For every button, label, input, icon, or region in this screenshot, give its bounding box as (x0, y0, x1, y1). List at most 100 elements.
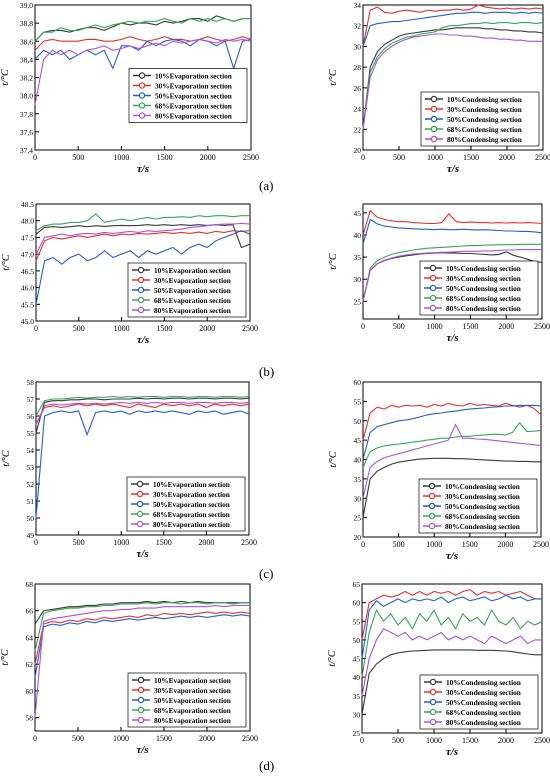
series-line-5 (35, 222, 251, 255)
series-line-4 (35, 213, 250, 232)
series-line-3 (34, 38, 252, 71)
y-tick-label: 40 (354, 456, 362, 465)
x-tick-label: 1500 (156, 538, 172, 547)
y-tick-label: 65 (353, 580, 361, 589)
y-tick-label: 37,4 (20, 146, 33, 155)
y-tick-label: 62 (26, 660, 34, 669)
legend-marker (429, 304, 437, 312)
legend-marker (429, 264, 437, 272)
y-tick-label: 35 (354, 253, 362, 262)
series-line-3 (34, 614, 251, 678)
x-tick-label: 500 (393, 153, 405, 162)
y-tick-label: 30 (354, 42, 362, 51)
legend-marker (137, 716, 145, 724)
chart-d-cond: 0 500 1000 1500 2000 2500 25 30 35 40 45 50 55 60 65 τ/… (327, 580, 550, 758)
legend-label: 10%Condensing section (447, 95, 522, 104)
y-tick-label: 38,2 (20, 74, 33, 83)
plot-frame (362, 203, 543, 320)
y-tick-label: 32 (354, 22, 362, 31)
legend-label: 50%Condensing section (445, 502, 520, 511)
series-line-3 (35, 230, 251, 305)
y-tick-label: 68 (26, 580, 34, 589)
legend-marker (429, 718, 437, 726)
y-tick-label: 38,6 (20, 37, 33, 46)
legend-marker (429, 708, 437, 716)
y-tick-label: 60 (26, 687, 34, 696)
y-tick-label: 60 (353, 599, 361, 608)
x-tick-label: 1500 (156, 734, 172, 743)
legend-marker (428, 522, 436, 530)
y-tick-label: 25 (353, 729, 361, 738)
x-tick-label: 1500 (462, 322, 478, 331)
x-tick-label: 2500 (241, 538, 257, 547)
legend-label: 30%Condensing section (446, 688, 521, 697)
legend-marker (429, 274, 437, 282)
x-tick-label: 500 (393, 322, 405, 331)
y-tick-label: 53 (27, 463, 35, 472)
legend-marker (430, 115, 438, 123)
y-tick-label: 30 (353, 710, 361, 719)
x-tick-label: 2000 (498, 322, 514, 331)
legend-marker (428, 482, 436, 490)
x-tick-label: 2500 (535, 153, 550, 162)
legend-label: 80%Condensing section (445, 522, 520, 531)
legend-label: 30%Evaporation section (153, 490, 230, 499)
legend-label: 80%Evaporation section (154, 716, 231, 725)
x-tick-label: 2000 (499, 153, 515, 162)
y-tick-label: 45 (353, 655, 361, 664)
x-tick-label: 1500 (462, 736, 478, 745)
panel-label-a: (a) (259, 178, 274, 193)
series-line-1 (35, 224, 251, 249)
x-tick-label: 0 (361, 153, 365, 162)
legend-label: 80%Evaporation section (155, 112, 232, 121)
legend-label: 50%Evaporation section (154, 696, 231, 705)
y-tick-label: 38,4 (20, 55, 33, 64)
legend-label: 10%Condensing section (446, 678, 521, 687)
legend-label: 68%Evaporation section (155, 102, 232, 111)
series-line-5 (34, 38, 252, 105)
series-line-4 (362, 421, 542, 468)
y-tick-label: 35 (354, 475, 362, 484)
y-tick-label: 26 (354, 84, 362, 93)
y-tick-label: 46.0 (21, 284, 34, 293)
y-tick-label: 47.0 (21, 250, 34, 259)
x-tick-label: 2500 (242, 324, 258, 333)
series-line-1 (35, 397, 250, 434)
x-axis-label: τ/s (137, 163, 149, 175)
legend-marker (429, 678, 437, 686)
legend-label: 68%Evaporation section (153, 510, 230, 519)
series-line-4 (362, 243, 542, 302)
x-tick-label: 2500 (242, 734, 258, 743)
panel-label-b: (b) (259, 364, 275, 379)
x-tick-label: 500 (393, 540, 405, 549)
legend-label: 30%Evaporation section (155, 82, 232, 91)
legend-label: 80%Condensing section (446, 718, 521, 727)
y-tick-label: 58 (26, 714, 34, 723)
y-tick-label: 38,8 (20, 19, 33, 28)
y-axis-label: t/°C (1, 450, 12, 467)
series-line-3 (35, 410, 250, 519)
legend-marker (430, 95, 438, 103)
legend-label: 50%Evaporation section (155, 92, 232, 101)
legend-marker (137, 696, 145, 704)
y-tick-label: 47.5 (21, 233, 34, 242)
series-line-2 (361, 588, 542, 641)
legend-label: 68%Condensing section (446, 294, 521, 303)
y-tick-label: 45 (354, 436, 362, 445)
legend-marker (136, 510, 144, 518)
x-tick-label: 0 (361, 540, 365, 549)
x-tick-label: 2000 (198, 538, 214, 547)
legend-marker (137, 676, 145, 684)
series-line-4 (361, 608, 543, 678)
legend-label: 50%Condensing section (446, 284, 521, 293)
y-tick-label: 50 (354, 417, 362, 426)
x-tick-label: 500 (72, 153, 84, 162)
chart-a-evap: 0 500 1000 1500 2000 2500 37,4 37,6 37,8 38,0 38,2… (0, 1, 259, 175)
series-line-4 (34, 602, 250, 651)
legend-marker (137, 706, 145, 714)
y-axis-label: t/°C (327, 650, 338, 667)
